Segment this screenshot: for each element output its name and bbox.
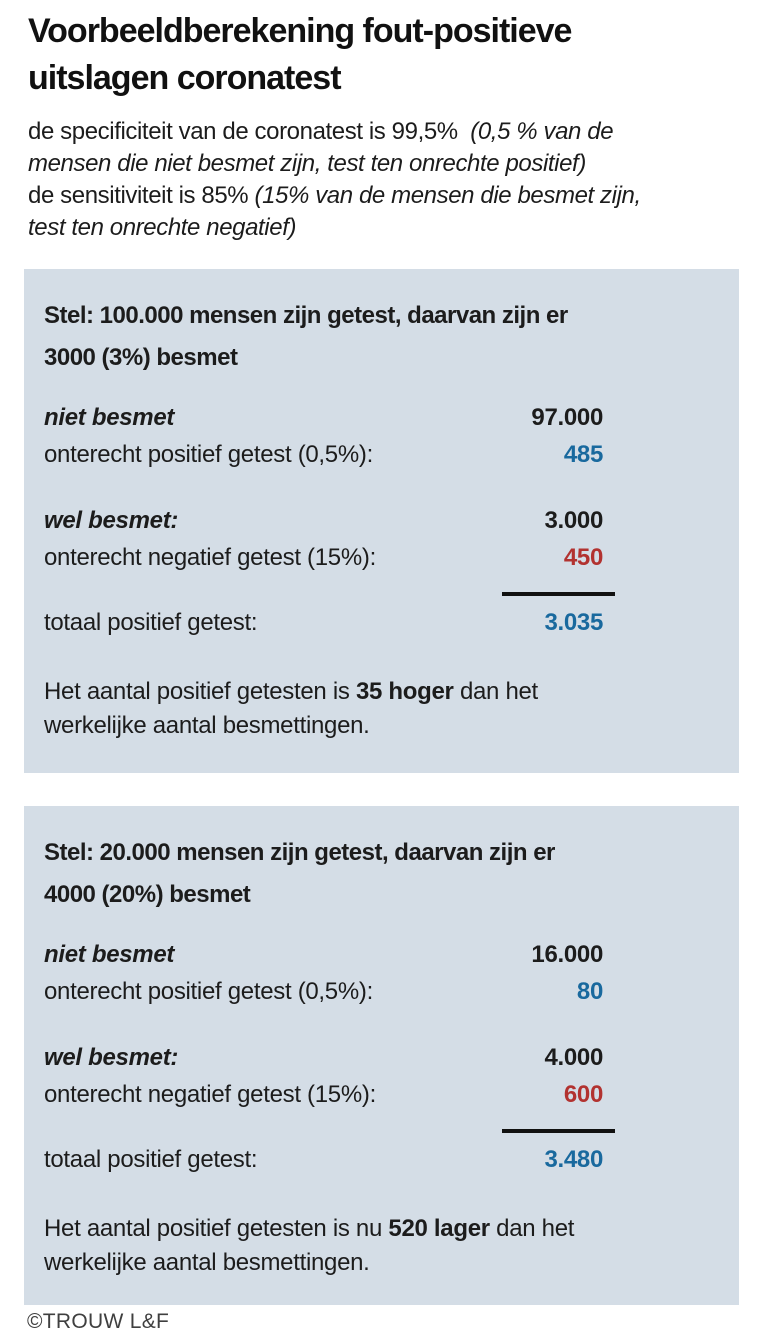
intro-line: mensen die niet besmet zijn, test ten on… [28,148,763,180]
sum-divider-line [502,592,615,596]
summary-highlight: 520 lager [388,1215,490,1242]
summary-suffix: dan het [489,1215,575,1242]
row-niet-besmet: niet besmet 16.000 [44,936,719,973]
row-value: 4.000 [544,1044,603,1071]
source-credit: ©TROUW L&F [27,1310,170,1333]
row-total-positive: totaal positief getest: 3.035 [44,604,719,641]
row-label: wel besmet: [44,1044,179,1071]
box-heading-line1: Stel: 100.000 mensen zijn getest, daarva… [44,302,568,329]
summary-line2: werkelijke aantal besmettingen. [44,712,370,739]
page-title-line1: Voorbeeldberekening fout-positieve [28,12,572,50]
summary-line1: Het aantal positief getesten is 35 hoger… [44,675,719,709]
row-wel-besmet: wel besmet: 4.000 [44,1039,719,1076]
row-total-positive: totaal positief getest: 3.480 [44,1141,719,1178]
box-heading-line2: 4000 (20%) besmet [44,881,251,908]
row-label: onterecht positief getest (0,5%): [44,978,373,1005]
row-false-negative: onterecht negatief getest (15%): 600 [44,1076,719,1113]
sum-divider-line [502,1129,615,1133]
row-label: onterecht negatief getest (15%): [44,544,376,571]
intro-italic-text: (15% van de mensen die besmet zijn, [254,182,642,209]
row-label: onterecht negatief getest (15%): [44,1081,376,1108]
row-value: 600 [563,1081,603,1108]
page-title: Voorbeeldberekening fout-positieve uitsl… [28,8,743,102]
summary-highlight: 35 hoger [355,678,454,705]
row-false-positive: onterecht positief getest (0,5%): 485 [44,436,719,473]
intro-italic-text: test ten onrechte negatief) [28,214,297,241]
summary-prefix: Het aantal positief getesten is [44,678,356,705]
row-wel-besmet: wel besmet: 3.000 [44,502,719,539]
row-niet-besmet: niet besmet 97.000 [44,399,719,436]
calc-box-20000: Stel: 20.000 mensen zijn getest, daarvan… [24,806,739,1305]
row-label: totaal positief getest: [44,1146,258,1173]
summary-line1: Het aantal positief getesten is nu 520 l… [44,1212,719,1246]
box-summary: Het aantal positief getesten is 35 hoger… [44,675,719,743]
row-value: 3.000 [544,507,603,534]
intro-line: de sensitiviteit is 85% (15% van de mens… [28,180,763,212]
summary-line2: werkelijke aantal besmettingen. [44,1249,370,1276]
box-heading-line2: 3000 (3%) besmet [44,344,238,371]
intro-italic-text: mensen die niet besmet zijn, test ten on… [28,150,586,177]
box-heading: Stel: 100.000 mensen zijn getest, daarva… [44,295,719,379]
box-heading: Stel: 20.000 mensen zijn getest, daarvan… [44,832,719,916]
intro-italic-text: (0,5 % van de [470,118,614,145]
row-false-positive: onterecht positief getest (0,5%): 80 [44,973,719,1010]
row-label: niet besmet [44,941,175,968]
row-label: onterecht positief getest (0,5%): [44,441,373,468]
row-value: 450 [563,544,603,571]
summary-suffix: dan het [453,678,538,705]
row-value: 97.000 [531,404,603,431]
intro-normal-text: de sensitiviteit is 85% [28,182,255,209]
intro-text: de specificiteit van de coronatest is 99… [28,116,763,244]
calc-box-100000: Stel: 100.000 mensen zijn getest, daarva… [24,269,739,773]
row-value: 485 [563,441,603,468]
row-label: totaal positief getest: [44,609,258,636]
row-value: 80 [576,978,603,1005]
intro-line: de specificiteit van de coronatest is 99… [28,116,763,148]
intro-line: test ten onrechte negatief) [28,212,763,244]
row-value: 16.000 [531,941,603,968]
row-label: niet besmet [44,404,175,431]
row-label: wel besmet: [44,507,179,534]
intro-normal-text: de specificiteit van de coronatest is 99… [28,118,471,145]
box-summary: Het aantal positief getesten is nu 520 l… [44,1212,719,1280]
row-value: 3.480 [544,1146,603,1173]
row-false-negative: onterecht negatief getest (15%): 450 [44,539,719,576]
row-value: 3.035 [544,609,603,636]
page-title-line2: uitslagen coronatest [28,59,342,97]
summary-prefix: Het aantal positief getesten is nu [44,1215,389,1242]
box-heading-line1: Stel: 20.000 mensen zijn getest, daarvan… [44,839,555,866]
